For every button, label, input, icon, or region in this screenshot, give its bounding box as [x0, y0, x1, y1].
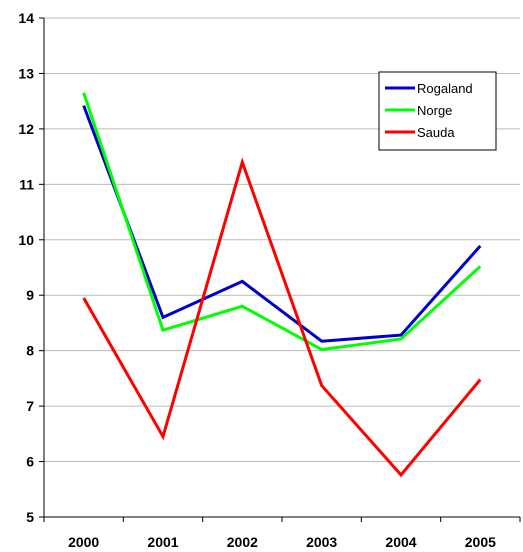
y-tick-label: 11 [19, 176, 34, 192]
series-line-norge [82, 92, 482, 352]
legend-label-norge: Norge [417, 103, 452, 118]
gridlines [44, 17, 520, 463]
x-tick-label-2004: 2004 [385, 534, 416, 550]
series-lines [82, 92, 482, 478]
x-tick-label-2002: 2002 [227, 534, 258, 550]
legend: Rogaland Norge Sauda [378, 71, 497, 151]
y-tick-label: 9 [26, 287, 34, 303]
x-tick-label-2001: 2001 [147, 534, 178, 550]
x-tick-label-2000: 2000 [68, 534, 99, 550]
y-tick-label: 14 [18, 10, 34, 26]
y-tick-label: 7 [26, 398, 34, 414]
y-tick-label: 5 [26, 509, 34, 525]
legend-label-rogaland: Rogaland [417, 81, 473, 96]
y-tick-label: 13 [18, 65, 34, 81]
x-tick-label-2003: 2003 [306, 534, 337, 550]
y-tick-label: 8 [26, 343, 34, 359]
y-tick-label: 10 [18, 232, 34, 248]
tick-labels: 5 6 7 8 9 10 11 12 13 14 2000 2001 2002 2003 2004 2005 [18, 10, 496, 550]
series-line-sauda [82, 157, 482, 478]
legend-label-sauda: Sauda [417, 125, 455, 140]
y-tick-label: 12 [18, 121, 34, 137]
x-tick-label-2005: 2005 [465, 534, 496, 550]
y-tick-label: 6 [26, 454, 34, 470]
axes [39, 17, 521, 522]
series-line-rogaland [82, 105, 482, 343]
